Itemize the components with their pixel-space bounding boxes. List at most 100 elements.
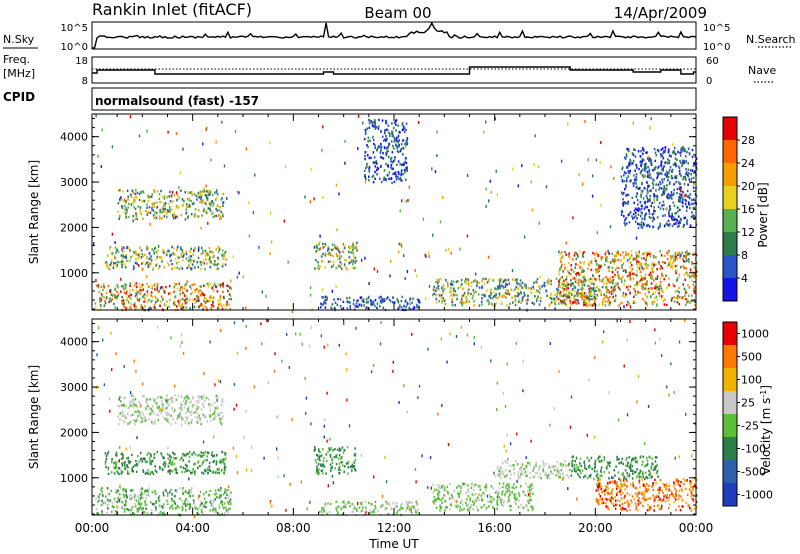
range-gate-cell	[113, 472, 116, 475]
range-gate-cell	[139, 411, 141, 414]
range-gate-cell	[461, 295, 463, 298]
range-gate-cell	[668, 210, 670, 213]
range-gate-cell	[341, 250, 344, 253]
range-gate-cell	[171, 208, 173, 211]
range-gate-cell	[205, 505, 207, 509]
range-gate-cell	[178, 302, 180, 306]
range-gate-cell	[646, 254, 649, 257]
range-gate-cell	[524, 294, 527, 297]
range-gate-cell	[671, 267, 674, 270]
range-gate-cell	[639, 291, 641, 295]
range-gate-cell	[557, 285, 560, 288]
range-gate-cell	[147, 490, 149, 494]
range-gate-cell	[539, 287, 541, 290]
range-gate-cell	[653, 255, 655, 259]
range-gate-cell	[101, 486, 103, 490]
range-gate-cell	[635, 251, 637, 255]
range-gate-cell	[135, 289, 138, 292]
range-gate-cell	[114, 285, 117, 288]
range-gate-cell	[609, 295, 611, 299]
range-gate-cell	[677, 225, 679, 228]
range-gate-cell	[154, 489, 156, 493]
range-gate-cell	[465, 282, 467, 285]
range-gate-cell	[665, 222, 668, 225]
range-gate-cell	[191, 471, 193, 474]
range-gate-cell	[487, 279, 490, 282]
range-gate-cell	[338, 454, 341, 457]
range-gate-cell	[139, 502, 141, 506]
range-gate-cell	[349, 307, 352, 310]
range-gate-cell	[206, 126, 208, 130]
range-gate-cell	[194, 247, 196, 250]
range-gate-cell	[388, 298, 391, 301]
range-gate-cell	[599, 161, 601, 164]
range-gate-cell	[572, 216, 574, 220]
range-gate-cell	[155, 492, 157, 496]
range-gate-cell	[633, 292, 636, 295]
range-gate-cell	[657, 150, 660, 153]
range-gate-cell	[676, 187, 679, 191]
range-gate-cell	[339, 298, 342, 301]
range-gate-cell	[639, 261, 641, 265]
range-gate-cell	[588, 297, 591, 301]
range-gate-cell	[205, 501, 208, 504]
range-gate-cell	[675, 219, 678, 222]
range-gate-cell	[623, 179, 626, 183]
range-gate-cell	[459, 509, 461, 512]
range-gate-cell	[467, 494, 470, 498]
range-gate-cell	[169, 190, 171, 194]
range-gate-cell	[162, 404, 165, 407]
range-gate-cell	[516, 497, 518, 500]
range-gate-cell	[664, 214, 666, 217]
range-gate-cell	[578, 273, 580, 276]
range-gate-cell	[175, 132, 178, 136]
colorbar-tick-label: 20	[741, 180, 755, 193]
range-gate-cell	[489, 495, 492, 499]
range-gate-cell	[195, 506, 197, 509]
range-gate-cell	[534, 134, 536, 138]
range-gate-cell	[153, 284, 156, 287]
range-gate-cell	[174, 507, 177, 510]
range-gate-cell	[621, 193, 624, 196]
range-gate-cell	[223, 506, 225, 509]
range-gate-cell	[531, 301, 533, 305]
range-gate-cell	[624, 157, 627, 160]
range-gate-cell	[632, 153, 635, 157]
range-gate-cell	[670, 155, 672, 158]
range-gate-cell	[685, 291, 688, 294]
range-gate-cell	[183, 294, 186, 297]
range-gate-cell	[128, 461, 130, 465]
range-gate-cell	[661, 154, 664, 158]
range-gate-cell	[199, 490, 202, 494]
range-gate-cell	[467, 292, 470, 295]
range-gate-cell	[634, 178, 637, 181]
range-gate-cell	[206, 252, 209, 255]
range-gate-cell	[224, 491, 226, 494]
range-gate-cell	[205, 297, 207, 301]
range-gate-cell	[662, 214, 664, 217]
range-gate-cell	[607, 260, 609, 263]
range-gate-cell	[322, 125, 324, 129]
range-gate-cell	[355, 244, 357, 247]
range-gate-cell	[556, 287, 558, 291]
range-gate-cell	[333, 260, 335, 264]
range-gate-cell	[188, 451, 191, 454]
range-gate-cell	[643, 267, 645, 270]
range-gate-cell	[318, 267, 321, 270]
range-gate-cell	[140, 303, 142, 307]
range-gate-cell	[221, 411, 223, 415]
range-gate-cell	[157, 244, 160, 248]
range-gate-cell	[169, 208, 171, 211]
range-gate-cell	[663, 185, 666, 188]
range-gate-cell	[588, 278, 590, 281]
range-gate-cell	[173, 468, 176, 471]
range-gate-cell	[634, 220, 637, 223]
range-gate-cell	[163, 210, 166, 213]
range-gate-cell	[100, 488, 102, 491]
range-gate-cell	[179, 298, 181, 302]
range-gate-cell	[209, 499, 212, 502]
range-gate-cell	[194, 288, 196, 292]
range-gate-cell	[337, 249, 340, 253]
range-gate-cell	[403, 168, 406, 172]
range-gate-cell	[469, 497, 472, 500]
